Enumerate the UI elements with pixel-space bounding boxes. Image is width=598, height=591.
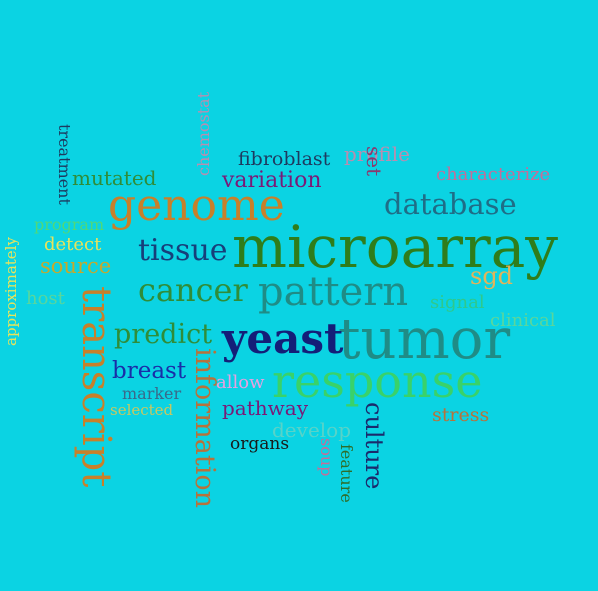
word-program: program [34,215,105,234]
word-host: host [26,288,65,309]
word-source: source [40,254,112,278]
word-breast: breast [112,358,187,384]
word-selected: selected [110,401,174,419]
word-stress: stress [432,404,490,426]
word-cancer: cancer [138,271,248,309]
word-mutated: mutated [72,166,157,190]
word-variation: variation [222,168,322,193]
word-tumor: tumor [338,307,511,372]
word-clinical: clinical [490,310,556,331]
word-feature: feature [337,444,356,503]
word-response: response [272,354,483,408]
word-pathway: pathway [222,396,308,420]
word-microarray: microarray [232,213,559,281]
word-approximately: approximately [2,237,20,346]
word-soup: soup [317,438,336,477]
word-characterize: characterize [436,164,551,185]
word-detect: detect [44,234,102,255]
word-information: information [189,348,220,509]
word-profile: profile [344,142,410,166]
word-database: database [384,187,517,221]
word-sgd: sgd [470,262,514,290]
word-predict: predict [114,319,213,350]
word-pattern: pattern [258,269,409,315]
word-allow: allow [216,372,265,393]
word-chemostat: chemostat [194,91,213,176]
word-yeast: yeast [222,314,344,363]
word-genome: genome [108,180,285,231]
word-treatment: treatment [55,124,74,205]
word-organs: organs [230,434,290,454]
word-transcript: transcript [73,286,119,488]
word-culture: culture [360,402,388,490]
word-develop: develop [272,418,352,442]
word-signal: signal [430,292,485,313]
word-set: set [362,146,386,177]
word-tissue: tissue [138,233,228,268]
word-fibroblast: fibroblast [238,148,331,170]
word-marker: marker [122,384,182,403]
